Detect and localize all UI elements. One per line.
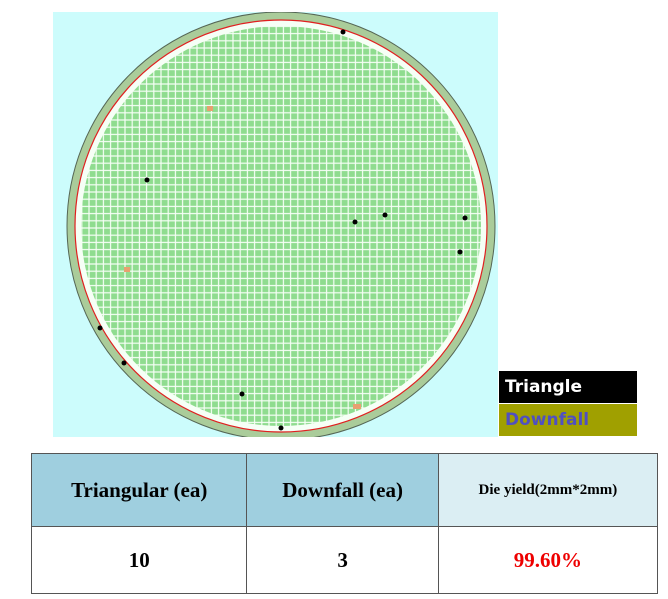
triangle-defect: [239, 391, 245, 397]
legend-triangle: Triangle: [499, 371, 637, 403]
header-cell: Downfall (ea): [246, 453, 439, 527]
defects: [97, 29, 468, 431]
die-grid: [81, 26, 481, 426]
triangle-defect: [97, 325, 103, 331]
wafer-map: [53, 12, 498, 437]
yield-cell: 99.60%: [437, 526, 659, 594]
legend-downfall: Downfall: [499, 404, 637, 436]
triangle-defect: [462, 215, 468, 221]
triangle-defect: [457, 249, 463, 255]
header-cell: Triangular (ea): [30, 453, 248, 527]
triangle-defect: [278, 425, 284, 431]
downfall-defect: [353, 404, 361, 409]
result-table: Triangular (ea) Downfall (ea) Die yield(…: [30, 453, 659, 594]
triangle-defect: [144, 177, 150, 183]
triangle-defect: [121, 360, 127, 366]
downfall-defect: [207, 106, 213, 111]
value-cell: 10: [30, 526, 248, 594]
triangle-defect: [340, 29, 346, 35]
triangle-defect: [382, 212, 388, 218]
downfall-defect: [124, 267, 130, 272]
header-cell: Die yield(2mm*2mm): [437, 453, 659, 527]
triangle-defect: [352, 219, 358, 225]
value-cell: 3: [246, 526, 439, 594]
